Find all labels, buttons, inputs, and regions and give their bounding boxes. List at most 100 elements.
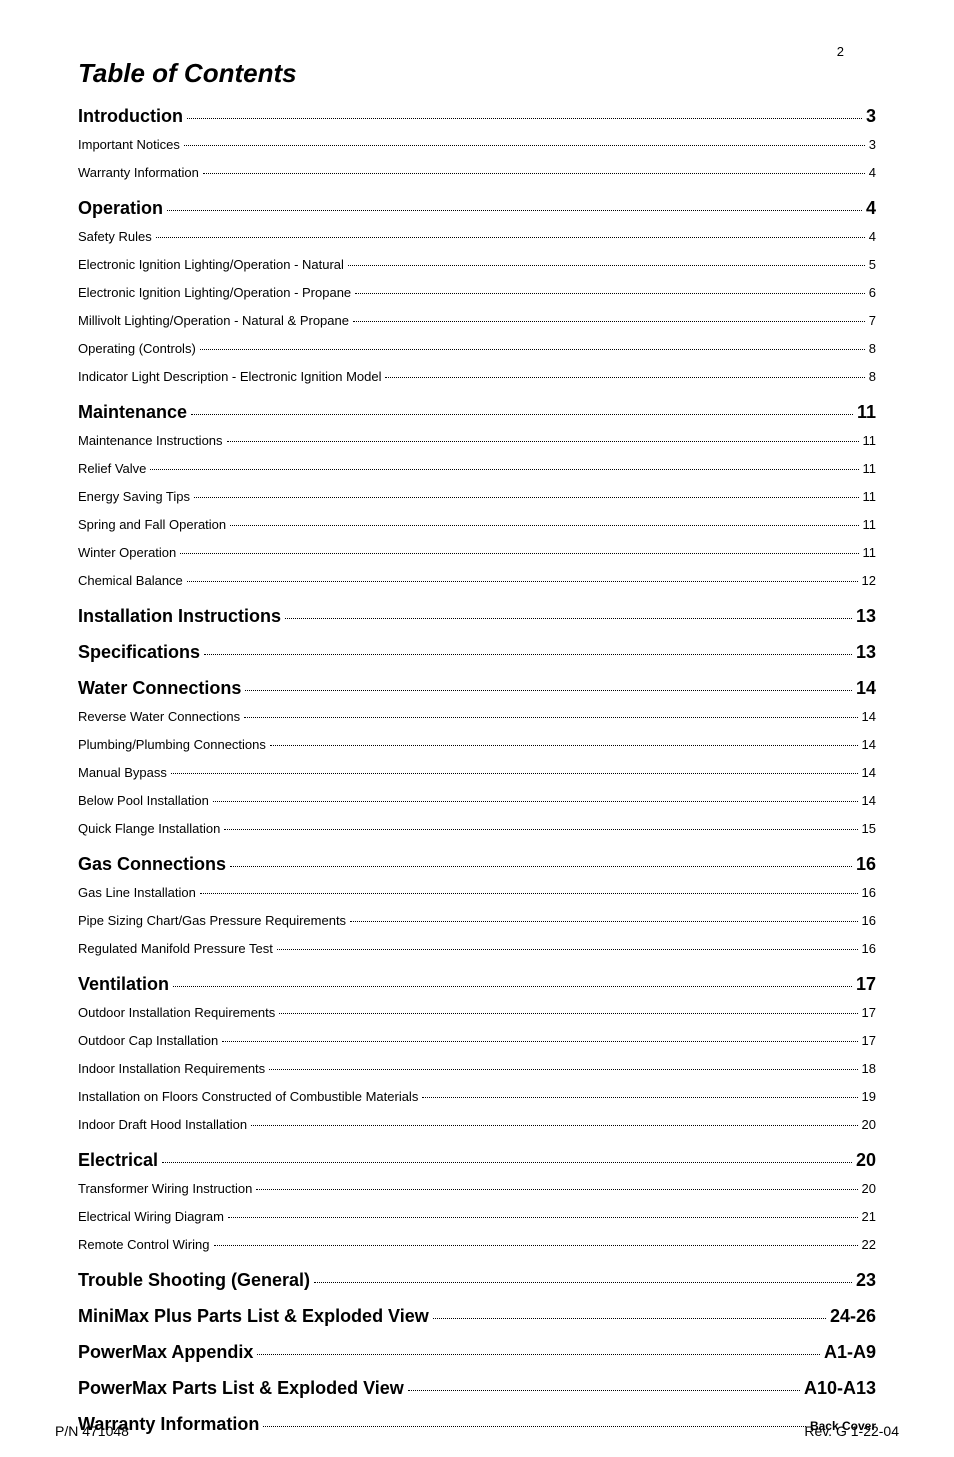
toc-row: Electrical 20 — [78, 1147, 876, 1173]
toc-leader-dots — [251, 1112, 857, 1126]
toc-leader-dots — [228, 1204, 858, 1218]
toc-entry: Electronic Ignition Lighting/Operation -… — [78, 283, 876, 305]
toc-leader-dots — [184, 132, 865, 146]
toc-row: Installation Instructions 13 — [78, 603, 876, 629]
toc-row: Electrical Wiring Diagram 21 — [78, 1207, 876, 1229]
toc-entry: Quick Flange Installation 15 — [78, 819, 876, 841]
toc-section-label: Installation Instructions — [78, 606, 281, 627]
toc-leader-dots — [385, 364, 864, 378]
toc-section-label: Electrical — [78, 1150, 158, 1171]
toc-leader-dots — [355, 280, 865, 294]
toc-sub-label: Outdoor Cap Installation — [78, 1033, 218, 1048]
toc-page-ref: 24-26 — [830, 1306, 876, 1327]
toc-entry: Indicator Light Description - Electronic… — [78, 367, 876, 389]
toc-leader-dots — [433, 1300, 826, 1319]
toc-page-ref: 8 — [869, 369, 876, 384]
toc-sub-label: Pipe Sizing Chart/Gas Pressure Requireme… — [78, 913, 346, 928]
toc-entry: Safety Rules 4 — [78, 227, 876, 249]
toc-sub-label: Manual Bypass — [78, 765, 167, 780]
toc-entry: Transformer Wiring Instruction 20 — [78, 1179, 876, 1201]
toc-page-ref: 17 — [856, 974, 876, 995]
toc-sub-label: Electronic Ignition Lighting/Operation -… — [78, 257, 344, 272]
toc-page-ref: 6 — [869, 285, 876, 300]
toc-sub-label: Winter Operation — [78, 545, 176, 560]
toc-leader-dots — [173, 968, 852, 987]
toc-page-ref: 13 — [856, 606, 876, 627]
toc-row: Manual Bypass 14 — [78, 763, 876, 785]
toc-page-ref: 4 — [866, 198, 876, 219]
toc-row: Pipe Sizing Chart/Gas Pressure Requireme… — [78, 911, 876, 933]
toc-page-ref: 16 — [862, 885, 876, 900]
footer-part-number: P/N 471048 — [55, 1423, 129, 1439]
toc-sub-label: Warranty Information — [78, 165, 199, 180]
toc-leader-dots — [353, 308, 865, 322]
toc-entry: Outdoor Cap Installation 17 — [78, 1031, 876, 1053]
toc-row: Gas Line Installation 16 — [78, 883, 876, 905]
toc-entry: Specifications 13 — [78, 639, 876, 665]
toc-entry: Energy Saving Tips 11 — [78, 487, 876, 509]
toc-row: Indicator Light Description - Electronic… — [78, 367, 876, 389]
toc-entry: Warranty Information 4 — [78, 163, 876, 185]
toc-sub-label: Operating (Controls) — [78, 341, 196, 356]
toc-row: Quick Flange Installation 15 — [78, 819, 876, 841]
toc-sub-label: Transformer Wiring Instruction — [78, 1181, 252, 1196]
toc-entry: Operating (Controls) 8 — [78, 339, 876, 361]
toc-row: Gas Connections 16 — [78, 851, 876, 877]
toc-page-ref: 17 — [862, 1033, 876, 1048]
toc-page-ref: 7 — [869, 313, 876, 328]
toc-section-label: Specifications — [78, 642, 200, 663]
toc-page-ref: 14 — [862, 737, 876, 752]
toc-row: Ventilation 17 — [78, 971, 876, 997]
toc-page-ref: 11 — [857, 402, 876, 423]
toc-leader-dots — [167, 192, 862, 211]
toc-page-ref: 4 — [869, 229, 876, 244]
toc-page-ref: 13 — [856, 642, 876, 663]
toc-page-ref: 16 — [862, 913, 876, 928]
footer-revision: Rev. G 1-22-04 — [804, 1423, 899, 1439]
toc-sub-label: Plumbing/Plumbing Connections — [78, 737, 266, 752]
toc-row: Electronic Ignition Lighting/Operation -… — [78, 283, 876, 305]
toc-sub-label: Regulated Manifold Pressure Test — [78, 941, 273, 956]
toc-row: Regulated Manifold Pressure Test 16 — [78, 939, 876, 961]
toc-leader-dots — [269, 1056, 857, 1070]
toc-page-ref: 11 — [863, 461, 877, 476]
toc-entry: Important Notices 3 — [78, 135, 876, 157]
toc-row: Energy Saving Tips 11 — [78, 487, 876, 509]
page-number: 2 — [837, 44, 844, 59]
toc-leader-dots — [422, 1084, 857, 1098]
toc-row: Electronic Ignition Lighting/Operation -… — [78, 255, 876, 277]
toc-leader-dots — [180, 540, 858, 554]
toc-page-ref: 21 — [862, 1209, 876, 1224]
toc-entry: Gas Connections 16 — [78, 851, 876, 877]
toc-entry: Indoor Draft Hood Installation 20 — [78, 1115, 876, 1137]
toc-entry: Spring and Fall Operation 11 — [78, 515, 876, 537]
toc-row: Installation on Floors Constructed of Co… — [78, 1087, 876, 1109]
toc-entry: Electrical Wiring Diagram 21 — [78, 1207, 876, 1229]
toc-sub-label: Energy Saving Tips — [78, 489, 190, 504]
toc-page-ref: A1-A9 — [824, 1342, 876, 1363]
toc-sub-label: Indoor Installation Requirements — [78, 1061, 265, 1076]
toc-section-label: Maintenance — [78, 402, 187, 423]
toc-page-ref: 20 — [856, 1150, 876, 1171]
toc-entry: Manual Bypass 14 — [78, 763, 876, 785]
toc-sub-label: Below Pool Installation — [78, 793, 209, 808]
toc-page-ref: 3 — [866, 106, 876, 127]
toc-entry: Maintenance 11 — [78, 399, 876, 425]
toc-entry: Installation Instructions 13 — [78, 603, 876, 629]
toc-entry: PowerMax Parts List & Exploded View A10-… — [78, 1375, 876, 1401]
toc-leader-dots — [162, 1144, 852, 1163]
toc-page-ref: 16 — [856, 854, 876, 875]
toc-row: Maintenance 11 — [78, 399, 876, 425]
toc-leader-dots — [227, 428, 859, 442]
toc-row: Millivolt Lighting/Operation - Natural &… — [78, 311, 876, 333]
toc-page-ref: 11 — [863, 489, 877, 504]
toc-entry: Trouble Shooting (General) 23 — [78, 1267, 876, 1293]
toc-section-label: Operation — [78, 198, 163, 219]
toc-row: Outdoor Cap Installation 17 — [78, 1031, 876, 1053]
toc-section-label: Introduction — [78, 106, 183, 127]
page-footer: P/N 471048 Rev. G 1-22-04 — [55, 1423, 899, 1439]
toc-sub-label: Chemical Balance — [78, 573, 183, 588]
toc-entry: Outdoor Installation Requirements 17 — [78, 1003, 876, 1025]
toc-row: Transformer Wiring Instruction 20 — [78, 1179, 876, 1201]
toc-leader-dots — [285, 600, 852, 619]
